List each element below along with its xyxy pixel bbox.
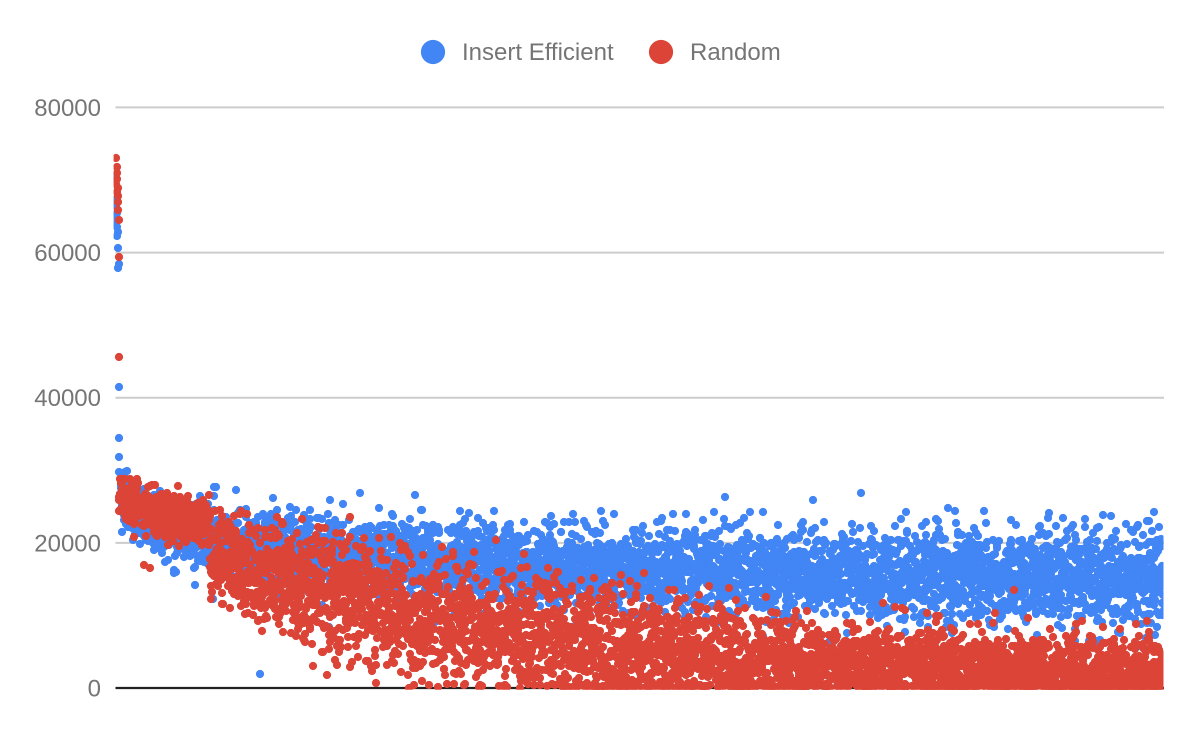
svg-text:40000: 40000 bbox=[34, 385, 101, 412]
svg-text:60000: 60000 bbox=[34, 240, 101, 267]
svg-text:80000: 80000 bbox=[34, 95, 101, 122]
svg-text:0: 0 bbox=[88, 676, 101, 703]
svg-text:20000: 20000 bbox=[34, 530, 101, 557]
